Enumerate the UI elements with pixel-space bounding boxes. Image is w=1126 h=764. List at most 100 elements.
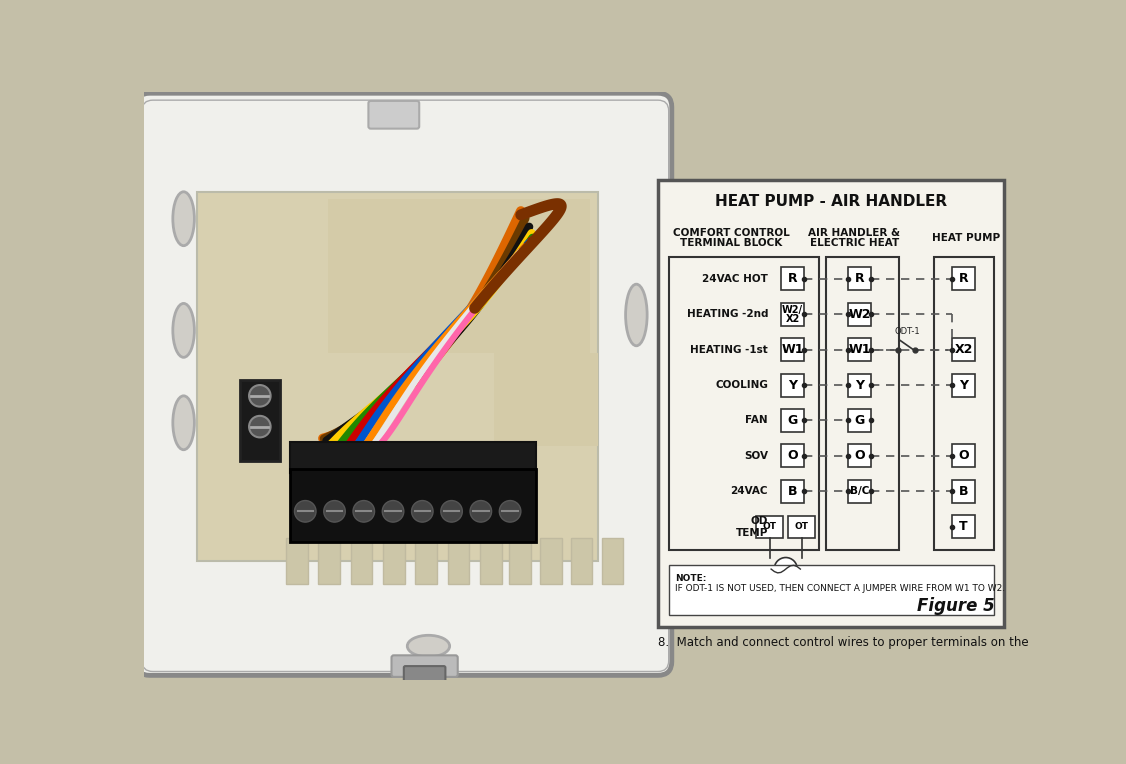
FancyBboxPatch shape: [392, 656, 458, 677]
Text: B: B: [959, 485, 968, 498]
Bar: [953, 515, 975, 539]
Bar: [350, 539, 373, 584]
Text: AIR HANDLER &: AIR HANDLER &: [808, 228, 901, 238]
Text: NOTE:: NOTE:: [674, 575, 706, 584]
Text: O: O: [855, 449, 865, 462]
Text: W1: W1: [781, 343, 804, 356]
Bar: [953, 445, 975, 468]
Bar: [781, 409, 804, 432]
Bar: [953, 338, 975, 361]
Text: R: R: [788, 272, 797, 285]
Circle shape: [382, 500, 404, 522]
Text: OD
TEMP: OD TEMP: [735, 516, 768, 538]
Text: OT: OT: [795, 523, 808, 531]
Text: HEAT PUMP - AIR HANDLER: HEAT PUMP - AIR HANDLER: [715, 194, 947, 209]
Text: R: R: [959, 272, 968, 285]
Text: OT: OT: [762, 523, 777, 531]
Text: COMFORT CONTROL: COMFORT CONTROL: [672, 228, 789, 238]
Bar: [480, 539, 501, 584]
Text: T: T: [959, 520, 968, 533]
Text: X2: X2: [955, 343, 973, 356]
Text: 24VAC HOT: 24VAC HOT: [703, 274, 768, 283]
Bar: [781, 338, 804, 361]
Circle shape: [354, 500, 375, 522]
Bar: [788, 516, 815, 538]
Bar: [289, 469, 536, 542]
Bar: [289, 442, 536, 473]
Text: O: O: [958, 449, 969, 462]
Text: G: G: [855, 414, 865, 427]
Bar: [781, 374, 804, 397]
Text: R: R: [855, 272, 865, 285]
Text: O: O: [787, 449, 798, 462]
Circle shape: [499, 500, 521, 522]
Text: ELECTRIC HEAT: ELECTRIC HEAT: [810, 238, 899, 248]
Bar: [415, 539, 437, 584]
Text: COOLING: COOLING: [715, 380, 768, 390]
Text: FAN: FAN: [745, 416, 768, 426]
Bar: [781, 480, 804, 503]
Text: HEATING -2nd: HEATING -2nd: [687, 309, 768, 319]
Circle shape: [249, 385, 270, 406]
Text: 24VAC: 24VAC: [731, 487, 768, 497]
Bar: [848, 374, 872, 397]
Text: Y: Y: [855, 378, 864, 391]
Bar: [286, 539, 307, 584]
Bar: [383, 539, 404, 584]
Bar: [601, 539, 624, 584]
Ellipse shape: [172, 396, 195, 450]
Circle shape: [775, 558, 797, 581]
Text: B/C: B/C: [850, 487, 869, 497]
Bar: [825, 257, 899, 550]
Bar: [329, 199, 590, 354]
Bar: [669, 257, 819, 550]
Circle shape: [411, 500, 434, 522]
Text: G: G: [787, 414, 798, 427]
Bar: [781, 303, 804, 325]
Bar: [319, 539, 340, 584]
Text: Figure 5: Figure 5: [918, 597, 995, 615]
Bar: [848, 445, 872, 468]
Text: IF ODT-1 IS NOT USED, THEN CONNECT A JUMPER WIRE FROM W1 TO W2.: IF ODT-1 IS NOT USED, THEN CONNECT A JUM…: [674, 584, 1006, 593]
Bar: [953, 480, 975, 503]
Text: Y: Y: [959, 378, 968, 391]
Circle shape: [295, 500, 316, 522]
Text: B: B: [788, 485, 797, 498]
Bar: [240, 380, 280, 461]
Text: HEATING -1st: HEATING -1st: [690, 345, 768, 354]
Bar: [658, 180, 1004, 626]
Ellipse shape: [172, 303, 195, 358]
Text: HEAT PUMP: HEAT PUMP: [932, 232, 1000, 243]
Text: W1: W1: [848, 343, 870, 356]
Text: SOV: SOV: [744, 451, 768, 461]
Bar: [848, 338, 872, 361]
Bar: [509, 539, 530, 584]
FancyBboxPatch shape: [136, 93, 672, 675]
Bar: [781, 445, 804, 468]
Bar: [953, 374, 975, 397]
Bar: [669, 565, 993, 615]
Bar: [848, 409, 872, 432]
Bar: [756, 516, 783, 538]
Text: ODT-1: ODT-1: [895, 327, 921, 335]
FancyBboxPatch shape: [368, 101, 419, 128]
Bar: [571, 539, 592, 584]
Bar: [848, 303, 872, 325]
Text: W2: W2: [848, 308, 870, 321]
Bar: [848, 267, 872, 290]
Text: TERMINAL BLOCK: TERMINAL BLOCK: [680, 238, 783, 248]
Circle shape: [470, 500, 492, 522]
Bar: [494, 354, 598, 446]
FancyBboxPatch shape: [404, 666, 446, 681]
Bar: [781, 267, 804, 290]
Text: Y: Y: [788, 378, 797, 391]
Circle shape: [440, 500, 463, 522]
Bar: [848, 480, 872, 503]
Circle shape: [249, 416, 270, 438]
Ellipse shape: [172, 192, 195, 246]
Bar: [197, 192, 598, 562]
Ellipse shape: [408, 636, 449, 657]
Bar: [933, 257, 993, 550]
Text: 8.  Match and connect control wires to proper terminals on the: 8. Match and connect control wires to pr…: [658, 636, 1028, 649]
Bar: [448, 539, 470, 584]
